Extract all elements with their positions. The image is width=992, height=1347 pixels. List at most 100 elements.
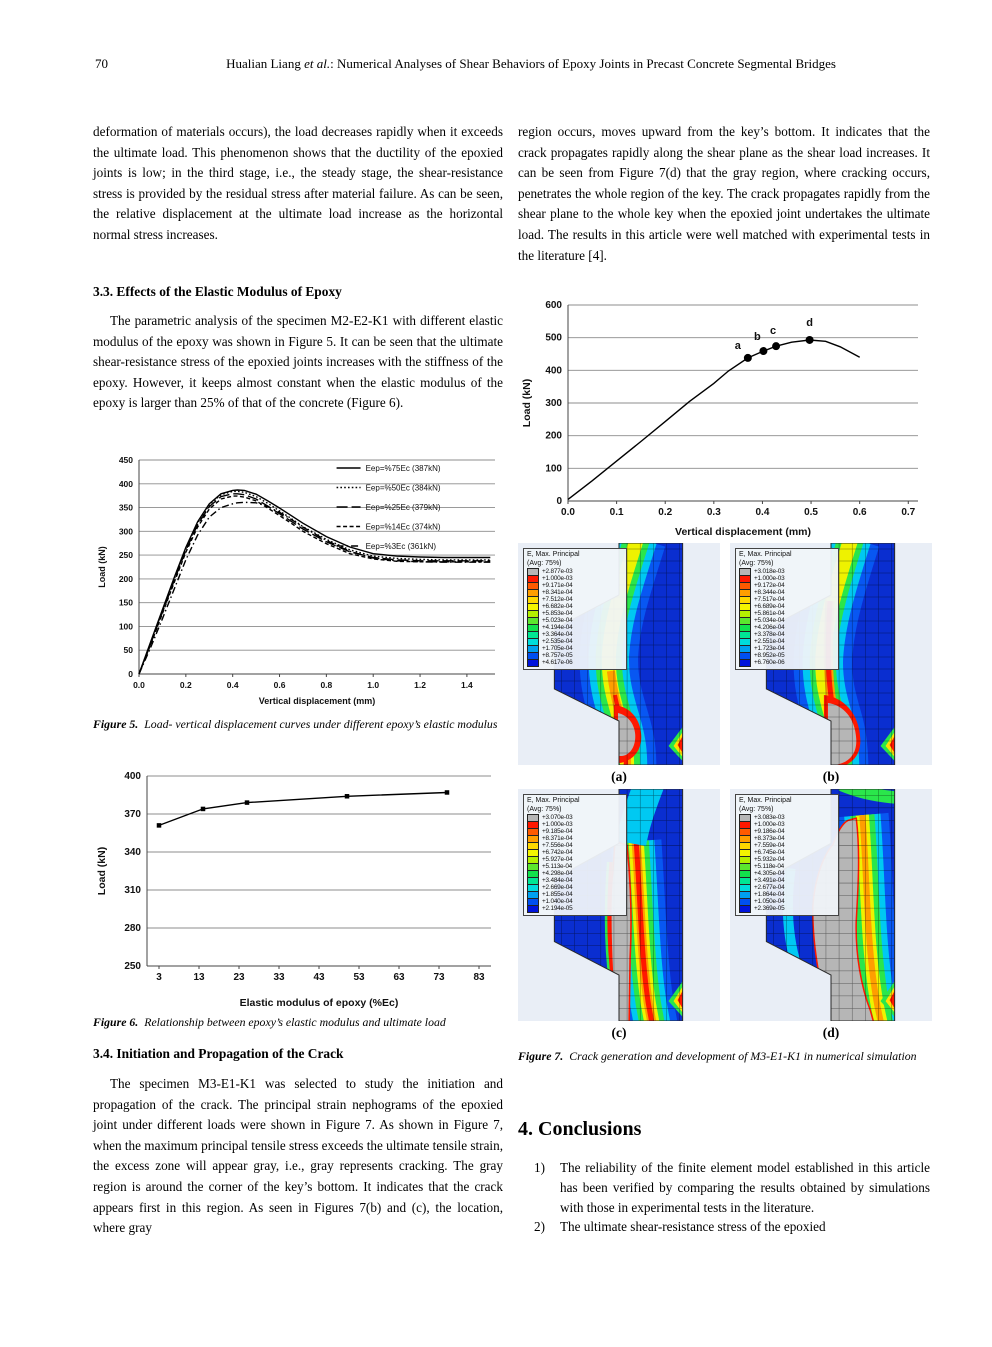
svg-text:Eep=%25Ec (379kN): Eep=%25Ec (379kN) xyxy=(366,503,441,512)
conclusion-item-1-number: 1) xyxy=(534,1160,545,1175)
svg-text:100: 100 xyxy=(119,621,133,631)
svg-text:1.4: 1.4 xyxy=(461,680,473,690)
svg-text:400: 400 xyxy=(545,365,562,376)
svg-text:13: 13 xyxy=(193,972,205,983)
svg-text:Elastic modulus of epoxy (%Ec): Elastic modulus of epoxy (%Ec) xyxy=(240,997,399,1009)
figure6-caption-label: Figure 6. xyxy=(93,1015,139,1029)
svg-text:Load (kN): Load (kN) xyxy=(97,546,107,588)
section-3-3-heading: 3.3. Effects of the Elastic Modulus of E… xyxy=(93,284,342,299)
figure7-caption: Figure 7. Crack generation and developmen… xyxy=(518,1048,930,1065)
svg-text:23: 23 xyxy=(233,972,245,983)
svg-text:73: 73 xyxy=(433,972,445,983)
svg-text:250: 250 xyxy=(124,961,141,972)
svg-text:1.0: 1.0 xyxy=(367,680,379,690)
figure5-caption: Figure 5. Load- vertical displacement cur… xyxy=(93,716,503,733)
svg-text:400: 400 xyxy=(119,479,133,489)
svg-text:0: 0 xyxy=(556,496,562,507)
svg-text:370: 370 xyxy=(124,809,141,820)
left-paragraph-1: deformation of materials occurs), the lo… xyxy=(93,124,503,242)
svg-text:0.4: 0.4 xyxy=(755,507,769,518)
svg-text:450: 450 xyxy=(119,455,133,465)
svg-text:b: b xyxy=(754,331,761,343)
svg-text:c: c xyxy=(770,325,776,337)
svg-text:Eep=%3Ec (361kN): Eep=%3Ec (361kN) xyxy=(366,542,437,551)
conclusion-item-2-number: 2) xyxy=(534,1219,545,1235)
svg-text:1.2: 1.2 xyxy=(414,680,426,690)
svg-text:0.0: 0.0 xyxy=(561,507,575,518)
svg-text:Eep=%14Ec (374kN): Eep=%14Ec (374kN) xyxy=(366,523,441,532)
svg-text:3: 3 xyxy=(156,972,162,983)
svg-text:300: 300 xyxy=(545,398,562,409)
page-number: 70 xyxy=(95,56,108,71)
svg-text:0.8: 0.8 xyxy=(320,680,332,690)
figure5-caption-label: Figure 5. xyxy=(93,717,139,731)
svg-text:0.2: 0.2 xyxy=(658,507,672,518)
figure6-caption: Figure 6. Relationship between epoxy’s el… xyxy=(93,1014,503,1031)
svg-text:0.0: 0.0 xyxy=(133,680,145,690)
svg-text:600: 600 xyxy=(545,300,562,311)
conclusion-item-2: 2) The ultimate shear-resistance stress … xyxy=(530,1217,930,1237)
svg-text:a: a xyxy=(735,340,742,352)
conclusion-item-1-text: The reliability of the finite element mo… xyxy=(560,1160,930,1215)
figure5-caption-text: Load- vertical displacement curves under… xyxy=(144,717,498,731)
svg-text:350: 350 xyxy=(119,503,133,513)
conclusion-item-1: 1) The reliability of the finite element… xyxy=(530,1158,930,1217)
svg-text:250: 250 xyxy=(119,550,133,560)
svg-text:43: 43 xyxy=(313,972,325,983)
figure5-chart: 0 50 100 150 200 250 300 350 400 450 0.0 0.2 0.4 0.6 0… xyxy=(93,452,503,710)
svg-text:0.6: 0.6 xyxy=(853,507,867,518)
svg-text:Load (kN): Load (kN) xyxy=(521,379,533,427)
svg-text:63: 63 xyxy=(393,972,405,983)
running-head-etal: et al. xyxy=(304,56,331,71)
panel-a-label: (a) xyxy=(611,769,627,784)
svg-text:Vertical displacement (mm): Vertical displacement (mm) xyxy=(259,696,376,706)
figure6-chart: 250 280 310 340 370 400 3 13 23 33 43 53 63 73 83 Elast… xyxy=(93,766,503,1012)
figure7-load-chart: 0 100 200 300 400 500 600 0.0 0.1 0.2 0.3 0.4 0.5 0.6… xyxy=(518,293,930,541)
svg-text:300: 300 xyxy=(119,526,133,536)
svg-text:150: 150 xyxy=(119,598,133,608)
svg-text:0.7: 0.7 xyxy=(901,507,915,518)
right-paragraph-1: region occurs, moves upward from the key… xyxy=(518,124,930,263)
svg-text:280: 280 xyxy=(124,923,141,934)
svg-text:340: 340 xyxy=(124,847,141,858)
running-head-authors: Hualian Liang xyxy=(226,56,305,71)
figure7-panel-c: E, Max. Principal (Avg: 75%) +3.070e-03 +1.… xyxy=(518,789,720,1045)
contour-legend-b: E, Max. Principal (Avg: 75%) +3.018e-03 +1.… xyxy=(735,548,839,670)
figure7-panel-d: E, Max. Principal (Avg: 75%) +3.083e-03 +1.… xyxy=(730,789,932,1045)
svg-text:Load (kN): Load (kN) xyxy=(96,847,108,895)
panel-b-label: (b) xyxy=(822,769,840,784)
conclusions-heading: 4. Conclusions xyxy=(518,1118,642,1140)
contour-legend-d: E, Max. Principal (Avg: 75%) +3.083e-03 +1.… xyxy=(735,794,839,916)
svg-text:0: 0 xyxy=(128,669,133,679)
left-paragraph-2: The parametric analysis of the specimen … xyxy=(93,313,503,411)
svg-text:200: 200 xyxy=(545,431,562,442)
svg-text:400: 400 xyxy=(124,771,141,782)
conclusions-list: 1) The reliability of the finite element… xyxy=(530,1158,930,1237)
svg-text:0.6: 0.6 xyxy=(274,680,286,690)
figure6-caption-text: Relationship between epoxy’s elastic mod… xyxy=(144,1015,446,1029)
svg-text:0.1: 0.1 xyxy=(610,507,624,518)
figure7-caption-text: Crack generation and development of M3-E… xyxy=(569,1049,917,1063)
svg-text:310: 310 xyxy=(124,885,141,896)
panel-d-label: (d) xyxy=(822,1025,840,1040)
figure7-panel-a: E, Max. Principal (Avg: 75%) +2.877e-03 +1.… xyxy=(518,543,720,789)
svg-text:Eep=%50Ec (384kN): Eep=%50Ec (384kN) xyxy=(366,484,441,493)
svg-text:53: 53 xyxy=(353,972,365,983)
contour-legend-a: E, Max. Principal (Avg: 75%) +2.877e-03 +1.… xyxy=(523,548,627,670)
svg-text:Vertical displacement (mm): Vertical displacement (mm) xyxy=(675,526,811,538)
running-head-title: Numerical Analyses of Shear Behaviors of… xyxy=(336,56,836,71)
svg-text:500: 500 xyxy=(545,333,562,344)
svg-text:83: 83 xyxy=(473,972,485,983)
svg-text:0.3: 0.3 xyxy=(707,507,721,518)
svg-text:50: 50 xyxy=(124,645,134,655)
panel-c-label: (c) xyxy=(611,1025,627,1040)
svg-text:100: 100 xyxy=(545,463,562,474)
section-3-4-heading: 3.4. Initiation and Propagation of the C… xyxy=(93,1046,344,1061)
running-head-separator: : xyxy=(330,56,337,71)
svg-text:Eep=%75Ec (387kN): Eep=%75Ec (387kN) xyxy=(366,464,441,473)
svg-text:d: d xyxy=(806,317,813,329)
figure7-caption-label: Figure 7. xyxy=(518,1049,564,1063)
figure7-panels: E, Max. Principal (Avg: 75%) +2.877e-03 +1.… xyxy=(518,543,932,1045)
running-head: Hualian Liang et al.: Numerical Analyses… xyxy=(165,56,897,72)
